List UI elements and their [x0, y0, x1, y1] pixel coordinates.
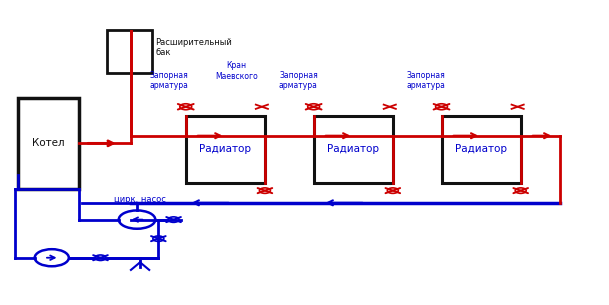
Bar — [18, 98, 79, 189]
Text: Кран
Маевского: Кран Маевского — [215, 61, 258, 81]
Text: Запорная
арматура: Запорная арматура — [407, 70, 446, 90]
Text: Радиатор: Радиатор — [455, 145, 507, 154]
Text: Котел: Котел — [32, 138, 65, 148]
Text: цирк. насос: цирк. насос — [114, 195, 166, 204]
Text: Запорная
арматура: Запорная арматура — [150, 70, 189, 90]
Text: Радиатор: Радиатор — [199, 145, 252, 154]
Bar — [107, 30, 152, 73]
Text: Расширительный
бак: Расширительный бак — [155, 38, 232, 57]
Text: Радиатор: Радиатор — [327, 145, 379, 154]
Bar — [442, 116, 521, 183]
Bar — [314, 116, 393, 183]
Text: Запорная
арматура: Запорная арматура — [279, 70, 318, 90]
Bar — [186, 116, 265, 183]
